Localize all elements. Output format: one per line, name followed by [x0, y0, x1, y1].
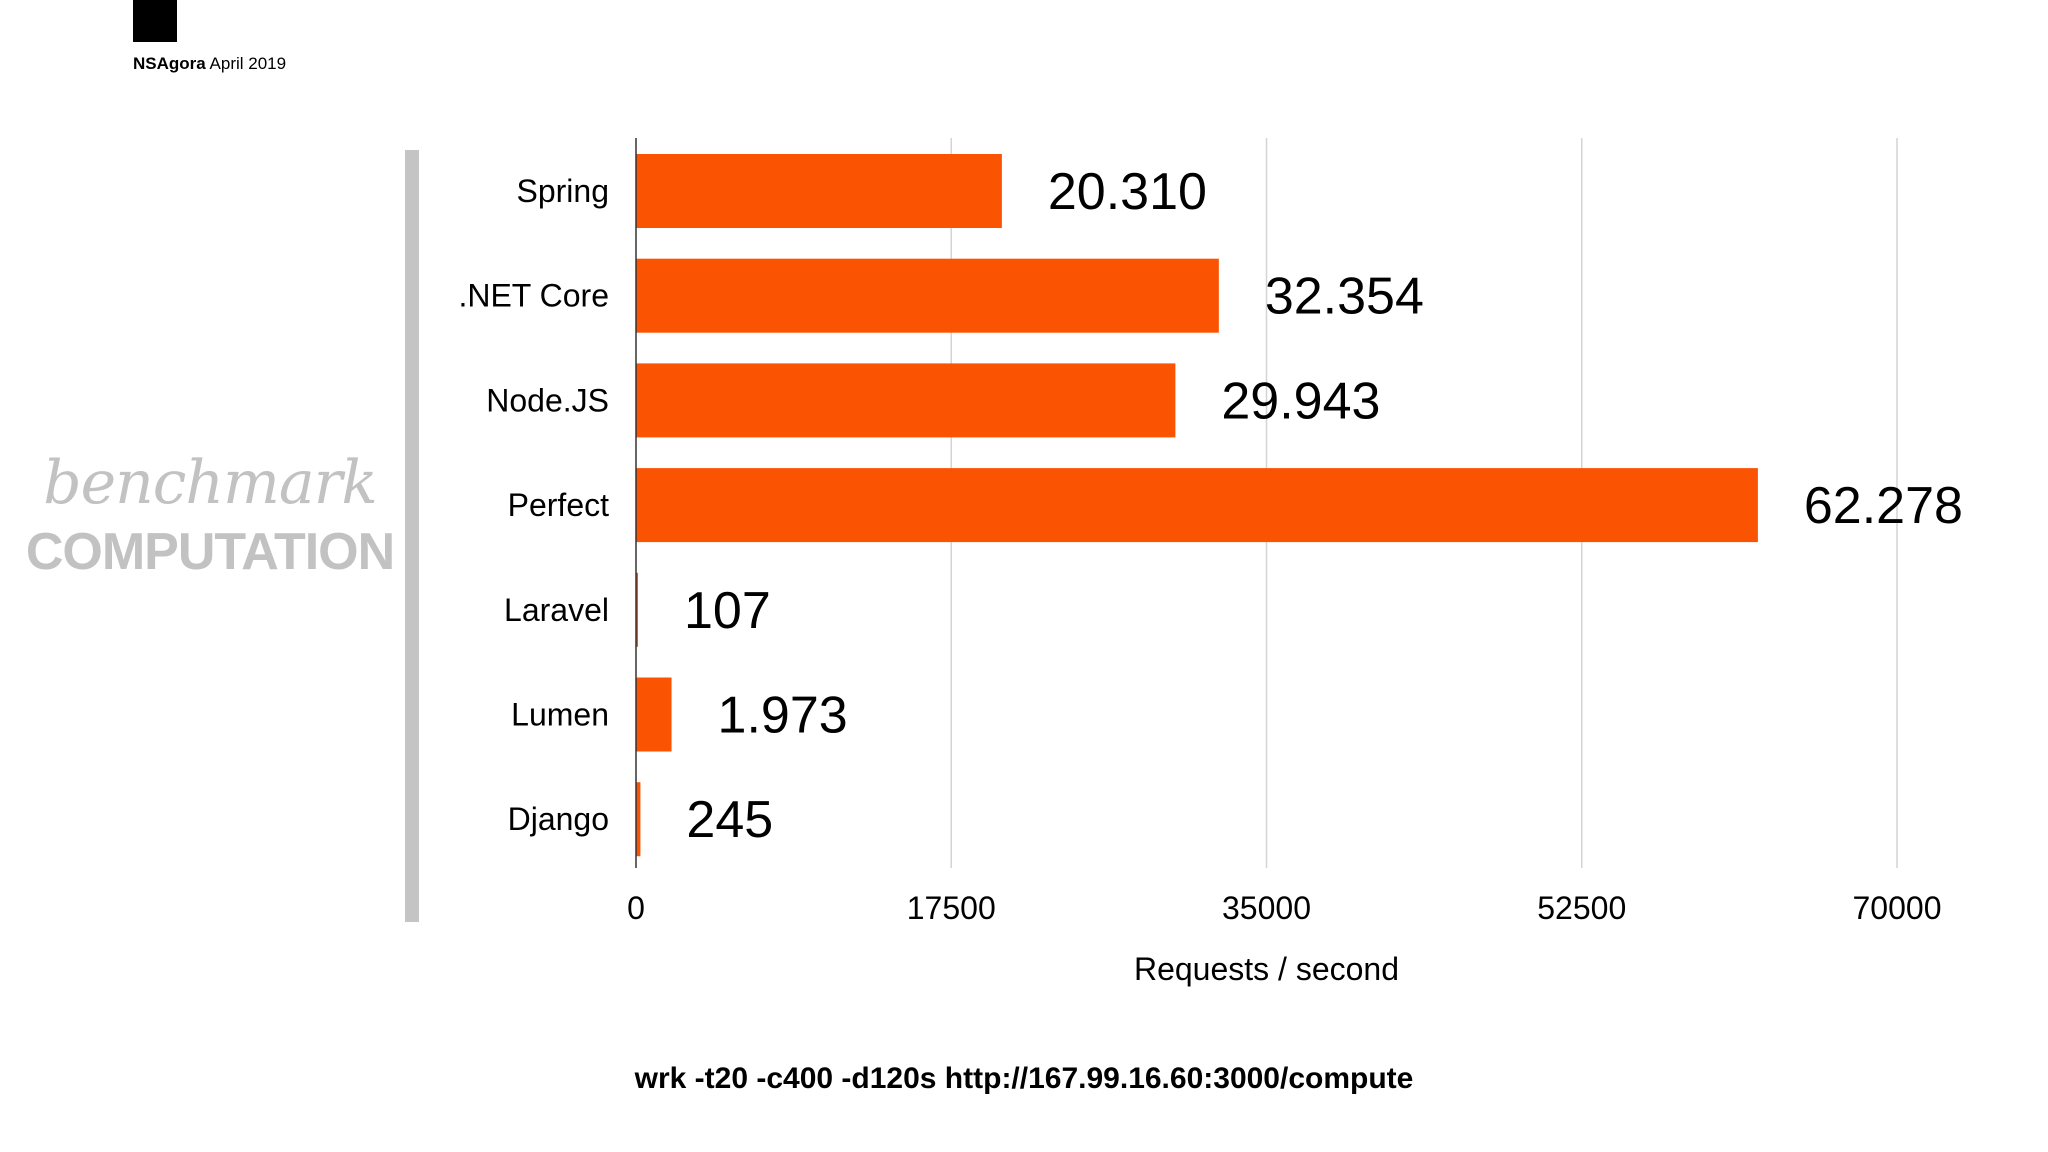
logo-square — [133, 0, 177, 42]
brand-caption: NSAgora April 2019 — [133, 54, 286, 74]
bar — [636, 468, 1758, 543]
x-tick-label: 0 — [627, 890, 645, 926]
bar — [636, 677, 672, 752]
x-tick-label: 35000 — [1222, 890, 1311, 926]
category-label: .NET Core — [458, 278, 609, 314]
bar — [636, 363, 1176, 438]
data-label: 62.278 — [1804, 477, 1963, 535]
data-label: 20.310 — [1048, 163, 1207, 221]
side-title-computation: COMPUTATION — [25, 523, 395, 581]
side-accent-bar — [405, 150, 419, 922]
x-axis-title: Requests / second — [1134, 951, 1399, 987]
data-label: 107 — [684, 582, 771, 640]
brand-date: April 2019 — [209, 54, 287, 73]
brand-name: NSAgora — [133, 54, 206, 73]
bar — [636, 782, 641, 857]
data-label: 1.973 — [718, 687, 848, 745]
category-label: Perfect — [508, 487, 609, 523]
category-label: Spring — [517, 173, 610, 209]
data-label: 32.354 — [1265, 268, 1424, 326]
category-label: Node.JS — [486, 382, 609, 418]
x-tick-label: 70000 — [1853, 890, 1942, 926]
bar — [636, 572, 638, 647]
category-label: Lumen — [511, 697, 609, 733]
data-label: 29.943 — [1221, 372, 1380, 430]
category-label: Django — [508, 801, 609, 837]
x-tick-label: 52500 — [1537, 890, 1626, 926]
benchmark-command: wrk -t20 -c400 -d120s http://167.99.16.6… — [634, 1062, 1414, 1095]
category-label: Laravel — [504, 592, 609, 628]
data-label: 245 — [686, 791, 773, 849]
x-tick-label: 17500 — [907, 890, 996, 926]
bar — [636, 258, 1219, 333]
bar — [636, 154, 1002, 228]
side-title-benchmark: benchmark — [43, 448, 378, 518]
